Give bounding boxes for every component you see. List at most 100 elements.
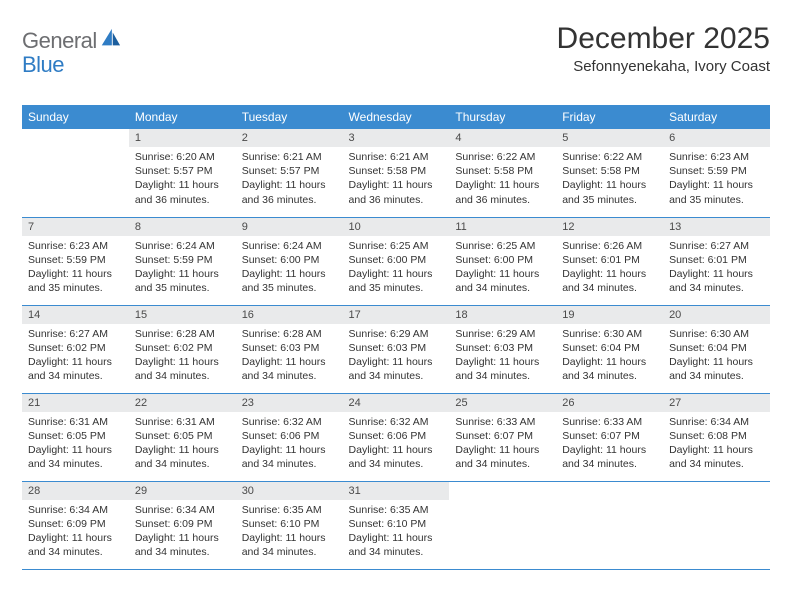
sunset-text: Sunset: 6:05 PM (135, 429, 230, 443)
sunrise-text: Sunrise: 6:30 AM (562, 327, 657, 341)
sunset-text: Sunset: 6:02 PM (28, 341, 123, 355)
day-number: 18 (449, 306, 556, 324)
day-content: Sunrise: 6:35 AMSunset: 6:10 PMDaylight:… (343, 500, 450, 566)
daylight-text: Daylight: 11 hours and 34 minutes. (669, 267, 764, 295)
daylight-text: Daylight: 11 hours and 34 minutes. (28, 443, 123, 471)
day-content: Sunrise: 6:34 AMSunset: 6:09 PMDaylight:… (129, 500, 236, 566)
day-content: Sunrise: 6:31 AMSunset: 6:05 PMDaylight:… (22, 412, 129, 478)
day-content: Sunrise: 6:28 AMSunset: 6:02 PMDaylight:… (129, 324, 236, 390)
day-number: 25 (449, 394, 556, 412)
day-content: Sunrise: 6:33 AMSunset: 6:07 PMDaylight:… (449, 412, 556, 478)
day-number: 13 (663, 218, 770, 236)
sunrise-text: Sunrise: 6:34 AM (669, 415, 764, 429)
day-content: Sunrise: 6:34 AMSunset: 6:09 PMDaylight:… (22, 500, 129, 566)
day-number: 15 (129, 306, 236, 324)
day-content: Sunrise: 6:32 AMSunset: 6:06 PMDaylight:… (343, 412, 450, 478)
sunset-text: Sunset: 6:04 PM (562, 341, 657, 355)
sunset-text: Sunset: 6:01 PM (669, 253, 764, 267)
sunset-text: Sunset: 5:58 PM (349, 164, 444, 178)
sunset-text: Sunset: 6:00 PM (455, 253, 550, 267)
dayheader-wednesday: Wednesday (343, 105, 450, 129)
calendar-day-cell: 12Sunrise: 6:26 AMSunset: 6:01 PMDayligh… (556, 217, 663, 305)
day-number: 21 (22, 394, 129, 412)
sunset-text: Sunset: 6:00 PM (242, 253, 337, 267)
calendar-header-row: Sunday Monday Tuesday Wednesday Thursday… (22, 105, 770, 129)
day-number: 16 (236, 306, 343, 324)
sunrise-text: Sunrise: 6:32 AM (242, 415, 337, 429)
daylight-text: Daylight: 11 hours and 36 minutes. (349, 178, 444, 206)
day-content: Sunrise: 6:33 AMSunset: 6:07 PMDaylight:… (556, 412, 663, 478)
sail-icon (99, 27, 121, 49)
sunrise-text: Sunrise: 6:29 AM (349, 327, 444, 341)
sunset-text: Sunset: 6:09 PM (135, 517, 230, 531)
daylight-text: Daylight: 11 hours and 35 minutes. (349, 267, 444, 295)
sunrise-text: Sunrise: 6:31 AM (135, 415, 230, 429)
sunset-text: Sunset: 6:10 PM (349, 517, 444, 531)
daylight-text: Daylight: 11 hours and 34 minutes. (562, 267, 657, 295)
calendar-day-cell: 31Sunrise: 6:35 AMSunset: 6:10 PMDayligh… (343, 481, 450, 569)
daylight-text: Daylight: 11 hours and 34 minutes. (28, 531, 123, 559)
daylight-text: Daylight: 11 hours and 34 minutes. (455, 355, 550, 383)
daylight-text: Daylight: 11 hours and 35 minutes. (562, 178, 657, 206)
sunrise-text: Sunrise: 6:31 AM (28, 415, 123, 429)
daylight-text: Daylight: 11 hours and 34 minutes. (349, 355, 444, 383)
sunrise-text: Sunrise: 6:24 AM (135, 239, 230, 253)
sunrise-text: Sunrise: 6:32 AM (349, 415, 444, 429)
calendar-day-cell: 21Sunrise: 6:31 AMSunset: 6:05 PMDayligh… (22, 393, 129, 481)
calendar-day-cell (663, 481, 770, 569)
day-content: Sunrise: 6:24 AMSunset: 5:59 PMDaylight:… (129, 236, 236, 302)
day-content: Sunrise: 6:21 AMSunset: 5:58 PMDaylight:… (343, 147, 450, 213)
sunset-text: Sunset: 6:06 PM (242, 429, 337, 443)
sunrise-text: Sunrise: 6:33 AM (562, 415, 657, 429)
day-content: Sunrise: 6:34 AMSunset: 6:08 PMDaylight:… (663, 412, 770, 478)
day-content: Sunrise: 6:29 AMSunset: 6:03 PMDaylight:… (449, 324, 556, 390)
day-number: 22 (129, 394, 236, 412)
sunset-text: Sunset: 6:05 PM (28, 429, 123, 443)
day-number: 8 (129, 218, 236, 236)
sunset-text: Sunset: 5:57 PM (135, 164, 230, 178)
day-number: 30 (236, 482, 343, 500)
dayheader-thursday: Thursday (449, 105, 556, 129)
daylight-text: Daylight: 11 hours and 34 minutes. (242, 443, 337, 471)
sunrise-text: Sunrise: 6:35 AM (242, 503, 337, 517)
daylight-text: Daylight: 11 hours and 35 minutes. (669, 178, 764, 206)
calendar-week-row: 14Sunrise: 6:27 AMSunset: 6:02 PMDayligh… (22, 305, 770, 393)
sunrise-text: Sunrise: 6:22 AM (455, 150, 550, 164)
day-content: Sunrise: 6:25 AMSunset: 6:00 PMDaylight:… (449, 236, 556, 302)
sunset-text: Sunset: 5:59 PM (135, 253, 230, 267)
sunrise-text: Sunrise: 6:25 AM (455, 239, 550, 253)
day-content: Sunrise: 6:28 AMSunset: 6:03 PMDaylight:… (236, 324, 343, 390)
daylight-text: Daylight: 11 hours and 34 minutes. (135, 355, 230, 383)
day-number: 31 (343, 482, 450, 500)
brand-second-line: Blue (22, 52, 64, 78)
calendar-day-cell: 5Sunrise: 6:22 AMSunset: 5:58 PMDaylight… (556, 129, 663, 217)
sunrise-text: Sunrise: 6:23 AM (28, 239, 123, 253)
calendar-day-cell: 20Sunrise: 6:30 AMSunset: 6:04 PMDayligh… (663, 305, 770, 393)
day-content: Sunrise: 6:25 AMSunset: 6:00 PMDaylight:… (343, 236, 450, 302)
daylight-text: Daylight: 11 hours and 34 minutes. (349, 443, 444, 471)
sunset-text: Sunset: 6:10 PM (242, 517, 337, 531)
sunset-text: Sunset: 5:59 PM (28, 253, 123, 267)
calendar-week-row: 28Sunrise: 6:34 AMSunset: 6:09 PMDayligh… (22, 481, 770, 569)
dayheader-friday: Friday (556, 105, 663, 129)
calendar-day-cell (22, 129, 129, 217)
day-number: 26 (556, 394, 663, 412)
sunrise-text: Sunrise: 6:21 AM (242, 150, 337, 164)
sunset-text: Sunset: 6:01 PM (562, 253, 657, 267)
daylight-text: Daylight: 11 hours and 36 minutes. (135, 178, 230, 206)
daylight-text: Daylight: 11 hours and 34 minutes. (455, 267, 550, 295)
title-block: December 2025 Sefonnyenekaha, Ivory Coas… (557, 22, 770, 75)
sunset-text: Sunset: 5:59 PM (669, 164, 764, 178)
day-number: 11 (449, 218, 556, 236)
sunrise-text: Sunrise: 6:29 AM (455, 327, 550, 341)
calendar-week-row: 7Sunrise: 6:23 AMSunset: 5:59 PMDaylight… (22, 217, 770, 305)
brand-text-gray: General (22, 28, 97, 54)
day-number: 2 (236, 129, 343, 147)
day-number: 6 (663, 129, 770, 147)
daylight-text: Daylight: 11 hours and 35 minutes. (242, 267, 337, 295)
calendar-day-cell: 2Sunrise: 6:21 AMSunset: 5:57 PMDaylight… (236, 129, 343, 217)
day-content: Sunrise: 6:30 AMSunset: 6:04 PMDaylight:… (663, 324, 770, 390)
sunset-text: Sunset: 6:08 PM (669, 429, 764, 443)
calendar-day-cell: 7Sunrise: 6:23 AMSunset: 5:59 PMDaylight… (22, 217, 129, 305)
daylight-text: Daylight: 11 hours and 34 minutes. (135, 531, 230, 559)
